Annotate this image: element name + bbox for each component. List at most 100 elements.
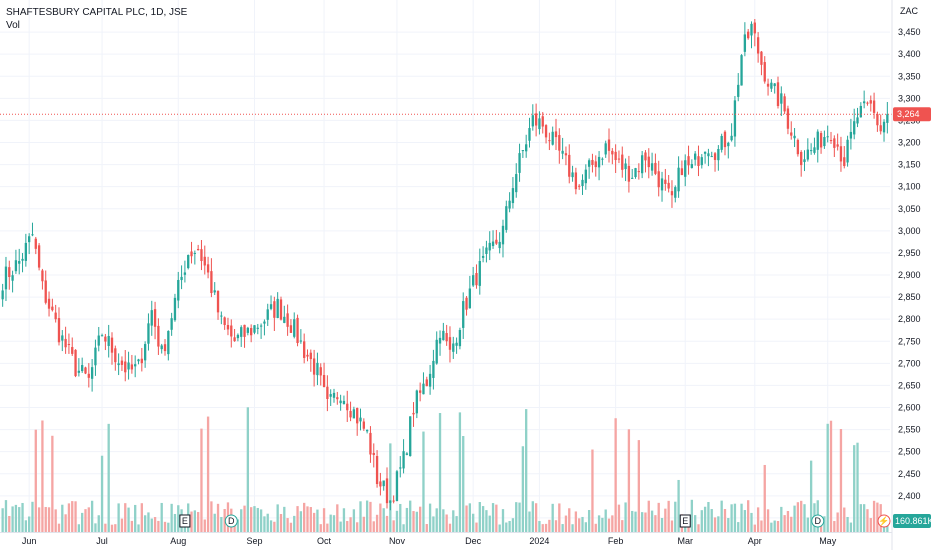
candle-body [710,156,713,158]
volume-bar [130,520,134,532]
candle-body [438,337,442,344]
candle-body [190,251,193,257]
volume-bar [720,500,723,532]
volume-bar [342,508,346,532]
candle-body [634,168,637,178]
candle-body [597,156,601,168]
candle-body [362,421,365,429]
candle-body [776,82,780,107]
volume-bar [644,512,647,532]
volume-bar [876,502,879,532]
volume-bar [684,524,687,532]
volume-bar [505,522,508,532]
candle-body [558,135,561,151]
candle-body [216,290,220,313]
candle-body [521,150,525,152]
volume-bar [71,501,74,532]
y-tick-label: 2,850 [898,292,921,302]
volume-bar [568,508,571,532]
volume-bar [279,514,283,532]
candle-body [163,344,167,352]
volume-bar [667,500,670,532]
volume-bar [296,506,299,532]
earnings-marker[interactable] [179,514,191,528]
volume-bar [786,510,790,532]
y-tick-label: 3,200 [898,138,921,148]
volume-bar [481,506,485,532]
volume-bar [733,503,737,532]
volume-bar [634,511,637,532]
candle-body [485,247,488,254]
candle-body [203,256,206,266]
volume-bar [28,516,31,532]
volume-bar [399,503,402,532]
volume-bar [611,515,614,532]
volume-bar [697,524,700,532]
candle-body [743,34,747,52]
candle-body [47,298,51,309]
candle-body [849,131,853,139]
earnings-marker[interactable] [679,514,691,528]
candle-body [872,100,876,113]
candle-body [157,325,160,347]
candle-body [468,288,472,309]
volume-bar [117,503,120,532]
volume-bar [637,440,640,532]
volume-bar [856,442,859,532]
candle-body [84,367,87,374]
volume-bar [332,515,336,532]
x-tick-label: Jul [96,536,108,546]
candle-body [505,206,508,230]
volume-bar [548,519,551,532]
volume-title[interactable]: Vol [6,20,20,31]
volume-bar [544,523,548,532]
volume-bar [276,504,279,532]
volume-bar [389,443,392,532]
dividend-marker[interactable] [811,514,825,528]
candle-body [356,407,359,424]
y-tick-label: 3,300 [898,93,921,103]
volume-bar [220,517,223,532]
candle-body [14,260,18,272]
volume-bar [385,515,389,532]
candle-body [836,144,839,147]
split-marker[interactable] [877,514,891,528]
volume-bar [84,509,87,532]
candle-body [61,335,64,341]
volume-bar [853,445,856,532]
volume-bar [558,503,561,532]
candle-body [462,301,465,328]
candle-body [74,349,77,377]
volume-bar [849,522,853,532]
volume-bar [442,509,445,532]
candle-body [700,157,703,166]
volume-bar [18,507,21,532]
symbol-title[interactable]: SHAFTESBURY CAPITAL PLC, 1D, JSE [6,7,188,18]
volume-bar [349,517,352,532]
volume-bar [120,518,124,532]
candle-body [650,163,654,171]
volume-bar [677,479,680,532]
volume-bar [203,519,206,532]
dividend-marker[interactable] [224,514,238,528]
candle-body [200,249,203,262]
candle-body [472,275,475,286]
volume-bar [379,503,382,532]
volume-bar [872,500,876,532]
candle-body [269,304,273,309]
candle-body [418,390,422,393]
volume-bar [134,504,137,532]
candle-body [445,333,448,342]
volume-bar [263,516,266,532]
candle-body [793,135,796,139]
dividend-label: D [228,516,235,526]
candle-body [677,167,680,192]
volume-bar [554,520,558,532]
y-tick-label: 2,400 [898,491,921,501]
volume-bar [518,502,521,532]
volume-bar [372,521,375,532]
volume-bar [574,511,578,532]
volume-bar [428,503,432,532]
volume-bar [846,516,849,532]
